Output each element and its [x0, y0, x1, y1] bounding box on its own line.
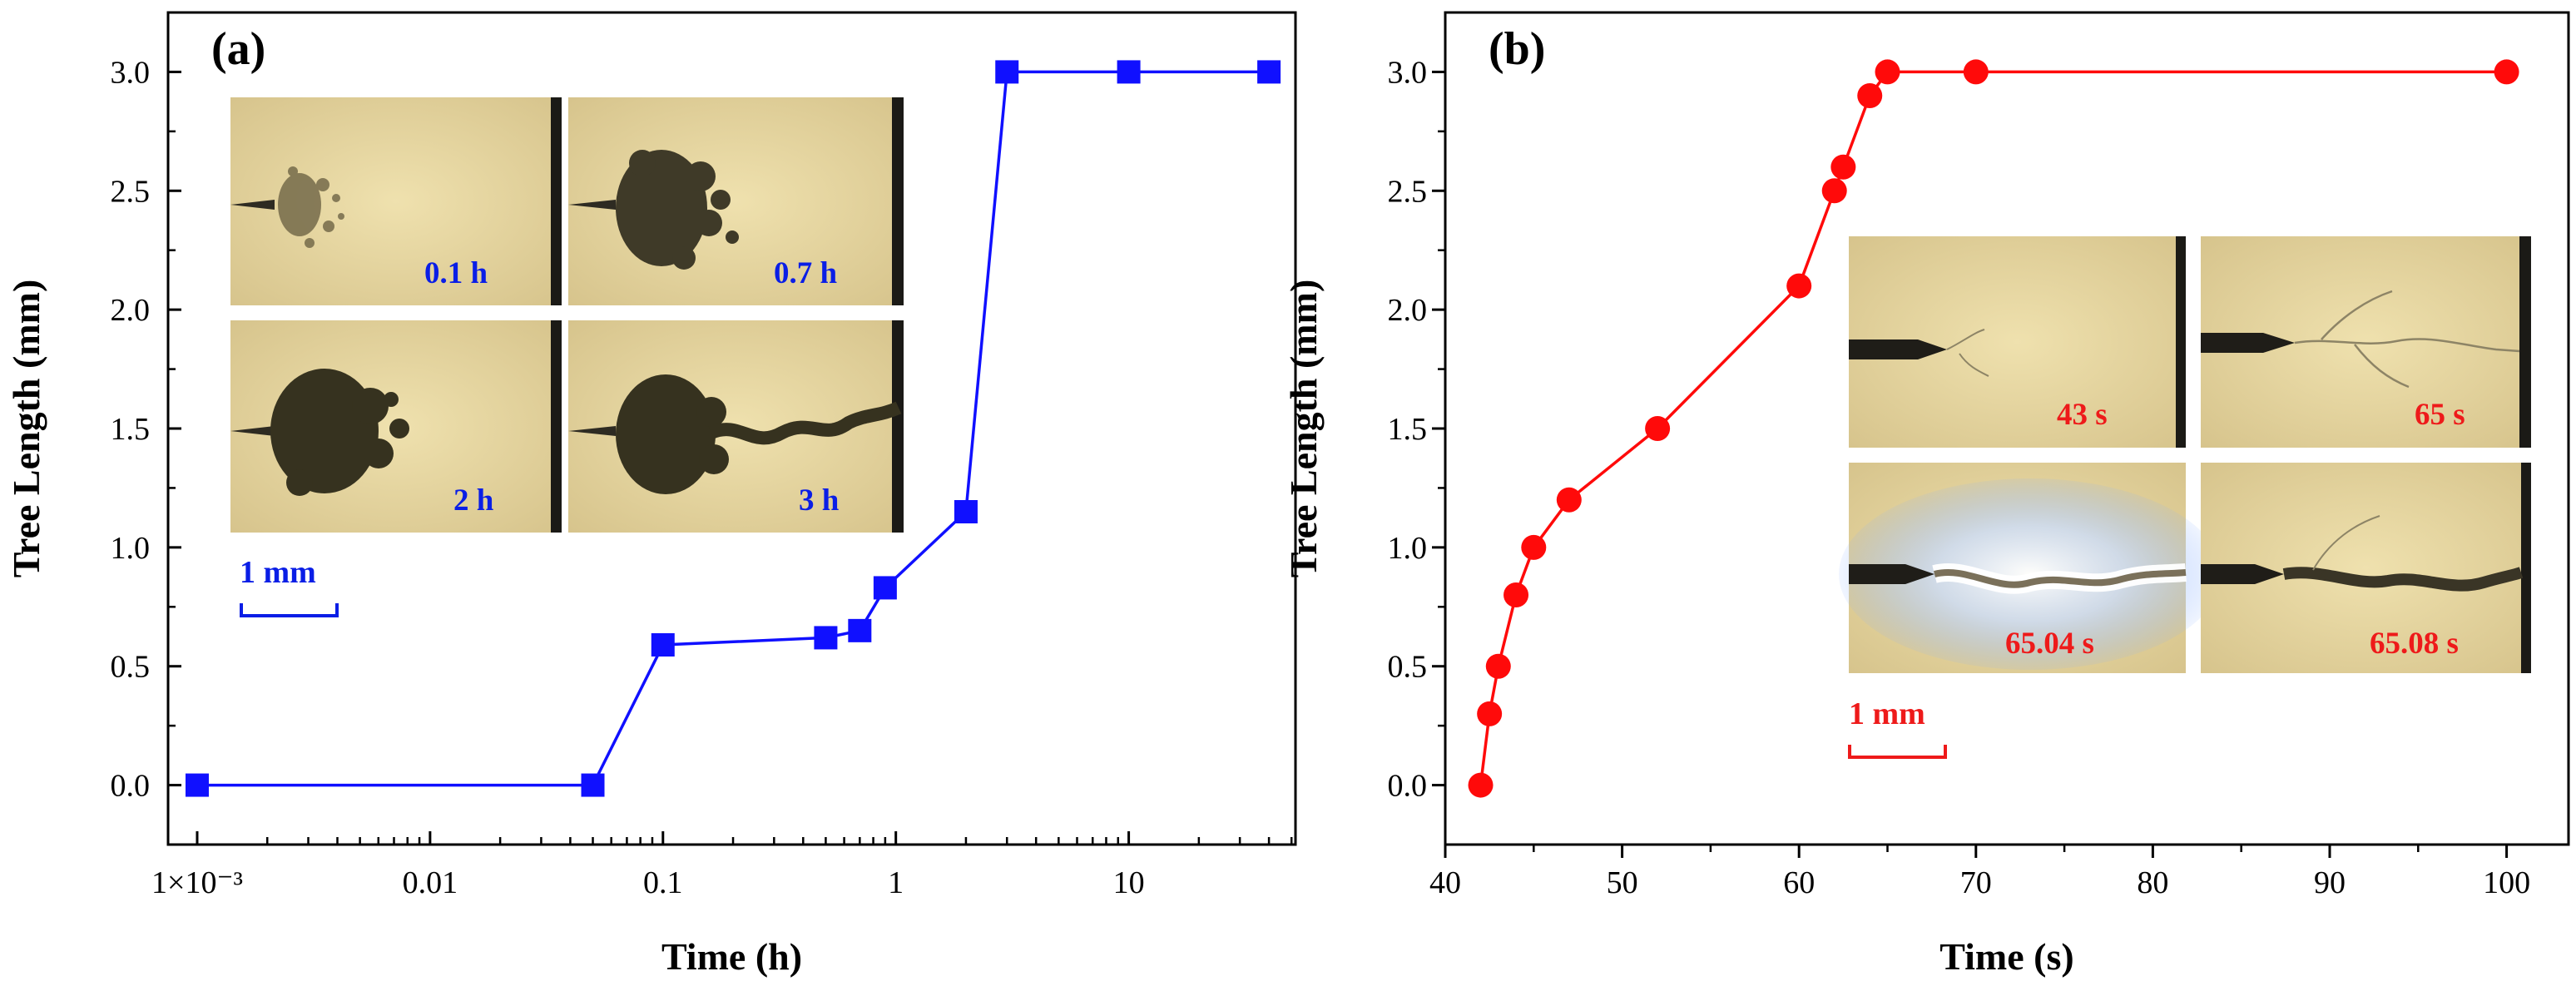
y-tick-label: 0.5 — [111, 650, 151, 685]
panel-a-micrographs: 0.1 h 0.7 h — [230, 97, 904, 617]
data-point — [873, 576, 897, 600]
panel-b-micrographs: 43 s 65 s 65.04 s — [1839, 236, 2531, 759]
y-tick-label: 2.5 — [1388, 174, 1428, 209]
data-point — [848, 618, 872, 642]
y-tick-label: 1.0 — [1388, 531, 1428, 566]
y-tick-label: 2.0 — [111, 293, 151, 328]
data-point — [1521, 534, 1547, 560]
data-point — [1556, 487, 1582, 513]
micrograph-a-1-label: 0.1 h — [424, 256, 488, 290]
x-tick-label: 1 — [888, 865, 904, 900]
data-point — [581, 773, 605, 797]
panel-label: (a) — [211, 23, 265, 75]
data-point — [1830, 154, 1856, 180]
data-point — [1786, 273, 1812, 299]
data-point — [1645, 416, 1671, 441]
panel-a-chart: 0.0 0.5 1.0 1.5 2.0 2.5 3.0 1×10⁻³ 0.01 0.1 1 10 Tim… — [5, 11, 1297, 978]
y-tick-label: 1.5 — [1388, 412, 1428, 447]
y-axis-label: Tree Length (mm) — [1282, 280, 1325, 578]
micrograph-b-3: 65.04 s — [1839, 463, 2222, 673]
y-tick-label: 0.5 — [1388, 650, 1428, 685]
panel-b-chart: 0.0 0.5 1.0 1.5 2.0 2.5 3.0 40 50 60 70 80 90 100 Time… — [1282, 11, 2570, 978]
data-point — [1821, 178, 1847, 204]
y-tick-label: 3.0 — [111, 55, 151, 90]
micrograph-b-2: 65 s — [2201, 236, 2531, 448]
x-tick-label: 1×10⁻³ — [151, 865, 243, 900]
micrograph-b-2-label: 65 s — [2415, 398, 2465, 432]
scale-bar-b: 1 mm — [1848, 696, 1947, 759]
data-point — [1875, 59, 1900, 85]
y-tick-label: 1.0 — [111, 531, 151, 566]
x-tick-label: 50 — [1607, 865, 1638, 900]
x-tick-label: 0.1 — [643, 865, 683, 900]
data-point — [1477, 701, 1503, 726]
micrograph-b-4: 65.08 s — [2201, 463, 2531, 673]
y-tick-label: 0.0 — [1388, 769, 1428, 804]
data-point — [1503, 582, 1529, 607]
micrograph-a-1: 0.1 h — [230, 97, 562, 305]
data-series — [1468, 59, 2519, 798]
micrograph-b-1-label: 43 s — [2057, 398, 2108, 432]
data-point — [1485, 653, 1511, 679]
micrograph-a-2-label: 0.7 h — [774, 256, 838, 290]
y-tick-label: 2.0 — [1388, 293, 1428, 328]
micrograph-b-3-label: 65.04 s — [2005, 627, 2094, 661]
x-tick-label: 100 — [2483, 865, 2530, 900]
micrograph-a-4: 3 h — [568, 320, 904, 533]
data-point — [185, 773, 209, 797]
micrograph-a-3: 2 h — [230, 320, 562, 533]
y-tick-label: 2.5 — [111, 174, 151, 209]
x-tick-label: 90 — [2314, 865, 2346, 900]
data-series — [185, 60, 1281, 797]
data-point — [651, 633, 675, 657]
x-tick-label: 0.01 — [403, 865, 458, 900]
x-tick-label: 60 — [1783, 865, 1815, 900]
scale-bar-b-line — [1848, 745, 1947, 759]
panel-label: (b) — [1489, 23, 1545, 75]
scale-bar-a-label: 1 mm — [240, 555, 316, 590]
data-point — [814, 626, 838, 650]
series-line — [197, 70, 1270, 787]
micrograph-b-1: 43 s — [1849, 236, 2186, 448]
data-point — [1963, 59, 1989, 85]
data-point — [1857, 83, 1883, 108]
data-point — [995, 60, 1019, 84]
data-point — [954, 500, 978, 523]
micrograph-a-4-label: 3 h — [799, 483, 840, 518]
data-point — [1257, 60, 1281, 84]
y-tick-label: 1.5 — [111, 412, 151, 447]
data-point — [1117, 60, 1141, 84]
y-axis-label: Tree Length (mm) — [5, 280, 47, 578]
x-tick-label: 80 — [2137, 865, 2168, 900]
x-tick-label: 10 — [1113, 865, 1145, 900]
scale-bar-b-label: 1 mm — [1849, 696, 1925, 731]
scale-bar-a: 1 mm — [240, 555, 339, 617]
micrograph-b-4-label: 65.08 s — [2370, 627, 2459, 661]
data-point — [1468, 772, 1494, 798]
x-tick-label: 70 — [1960, 865, 1992, 900]
panel-b-axes: 0.0 0.5 1.0 1.5 2.0 2.5 3.0 40 50 60 70 80 90 100 Time… — [1282, 11, 2570, 978]
y-tick-label: 3.0 — [1388, 55, 1428, 90]
x-tick-label: 40 — [1429, 865, 1461, 900]
y-tick-label: 0.0 — [111, 769, 151, 804]
x-axis-label: Time (s) — [1939, 935, 2073, 978]
micrograph-a-3-label: 2 h — [453, 483, 494, 518]
x-axis-label: Time (h) — [661, 935, 802, 978]
panel-a-axes: 0.0 0.5 1.0 1.5 2.0 2.5 3.0 1×10⁻³ 0.01 0.1 1 10 Tim… — [5, 11, 1297, 978]
data-point — [2494, 59, 2519, 85]
scale-bar-a-line — [240, 603, 339, 617]
micrograph-a-2: 0.7 h — [568, 97, 904, 305]
